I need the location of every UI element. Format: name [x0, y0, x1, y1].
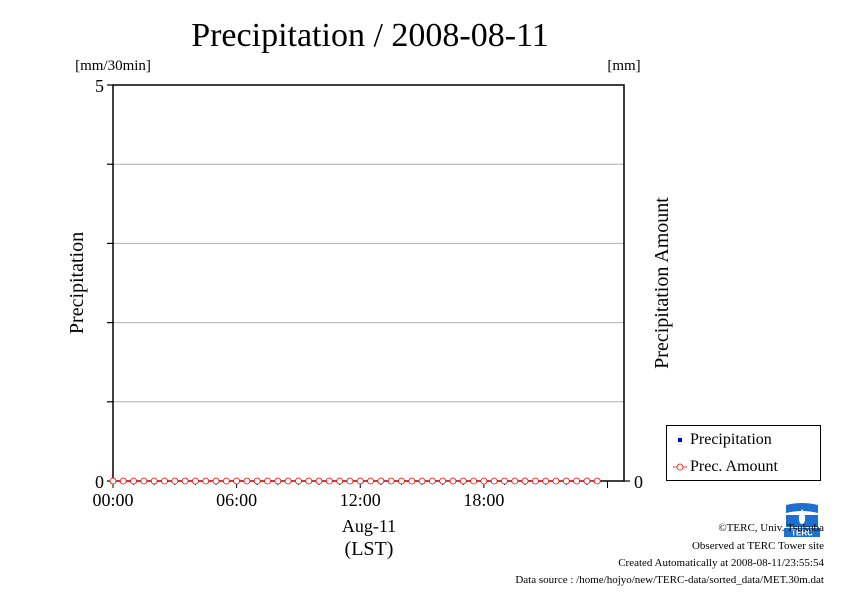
x-tick-label: 06:00	[216, 490, 257, 510]
data-point	[521, 477, 529, 485]
footer-copyright: ©TERC, Univ. Tsukuba	[718, 522, 824, 534]
data-point	[398, 477, 405, 485]
x-tick-label: 00:00	[92, 490, 133, 510]
data-point	[367, 477, 374, 485]
legend-square-marker-icon	[678, 438, 682, 442]
gridlines	[113, 163, 624, 403]
y-tick-left-bottom: 0	[95, 472, 104, 492]
data-point	[490, 477, 498, 485]
data-point	[325, 477, 333, 485]
data-point	[428, 477, 436, 485]
data-point	[346, 477, 354, 485]
data-point	[449, 477, 457, 485]
data-point	[274, 477, 282, 485]
data-point	[233, 477, 241, 485]
footer-created: Created Automatically at 2008-08-11/23:5…	[618, 557, 824, 569]
data-series	[109, 477, 601, 485]
data-point	[593, 477, 601, 485]
data-point	[305, 477, 313, 485]
x-axis-timezone-label: (LST)	[345, 538, 394, 560]
data-point	[552, 477, 560, 485]
data-point	[439, 477, 447, 485]
left-axis-unit: [mm/30min]	[75, 58, 151, 74]
y-axis-title-left: Precipitation	[66, 232, 88, 334]
footer-data-source: Data source : /home/hojyo/new/TERC-data/…	[515, 574, 824, 586]
data-point	[315, 477, 323, 485]
legend-item-prec-amount: Prec. Amount	[667, 456, 820, 478]
svg-text:TERC: TERC	[791, 529, 813, 538]
legend-label-prec-amount: Prec. Amount	[690, 458, 778, 475]
terc-logo: TERC	[784, 503, 820, 537]
axis-ticks	[107, 84, 630, 488]
x-axis-date-label: Aug-11	[342, 516, 396, 536]
y-axis-title-right: Precipitation Amount	[651, 197, 673, 369]
x-tick-label: 12:00	[340, 490, 381, 510]
data-point	[418, 477, 426, 485]
x-tick-label: 18:00	[463, 490, 504, 510]
data-point	[202, 477, 210, 485]
data-point	[253, 477, 261, 485]
data-point	[573, 477, 581, 485]
data-point	[171, 477, 179, 485]
data-point	[295, 477, 302, 485]
data-point	[336, 477, 344, 485]
data-point	[212, 477, 220, 485]
data-point	[511, 477, 519, 485]
data-point	[243, 477, 251, 485]
data-point	[284, 477, 292, 485]
data-point	[181, 477, 189, 485]
data-point	[387, 477, 395, 485]
data-point	[562, 477, 570, 485]
legend: Precipitation Prec. Amount	[666, 425, 821, 481]
data-point	[222, 477, 230, 485]
right-axis-unit: [mm]	[607, 58, 640, 74]
data-point	[140, 477, 148, 485]
y-tick-right-bottom: 0	[634, 472, 643, 492]
data-point	[130, 477, 138, 485]
data-point	[459, 477, 467, 485]
plot-area-frame	[112, 84, 625, 482]
legend-item-precipitation: Precipitation	[667, 429, 820, 451]
data-point	[161, 477, 168, 485]
data-point	[150, 477, 158, 485]
legend-label-precipitation: Precipitation	[690, 431, 772, 448]
data-point	[264, 477, 271, 485]
data-point	[542, 477, 550, 485]
chart-title: Precipitation / 2008-08-11	[191, 17, 549, 54]
y-tick-left-top: 5	[95, 76, 104, 96]
data-point	[377, 477, 385, 485]
footer-observed: Observed at TERC Tower site	[691, 540, 824, 552]
data-point	[531, 477, 539, 485]
data-point	[192, 477, 199, 485]
data-point	[119, 477, 127, 485]
data-point	[470, 477, 477, 485]
legend-circle-marker-icon	[673, 463, 687, 471]
data-point	[480, 477, 488, 485]
data-point	[109, 477, 117, 485]
data-point	[583, 477, 591, 485]
data-point	[356, 477, 364, 485]
x-tick-labels: 00:00 06:00 12:00 18:00	[92, 490, 504, 510]
data-point	[501, 477, 508, 485]
data-point	[408, 477, 416, 485]
